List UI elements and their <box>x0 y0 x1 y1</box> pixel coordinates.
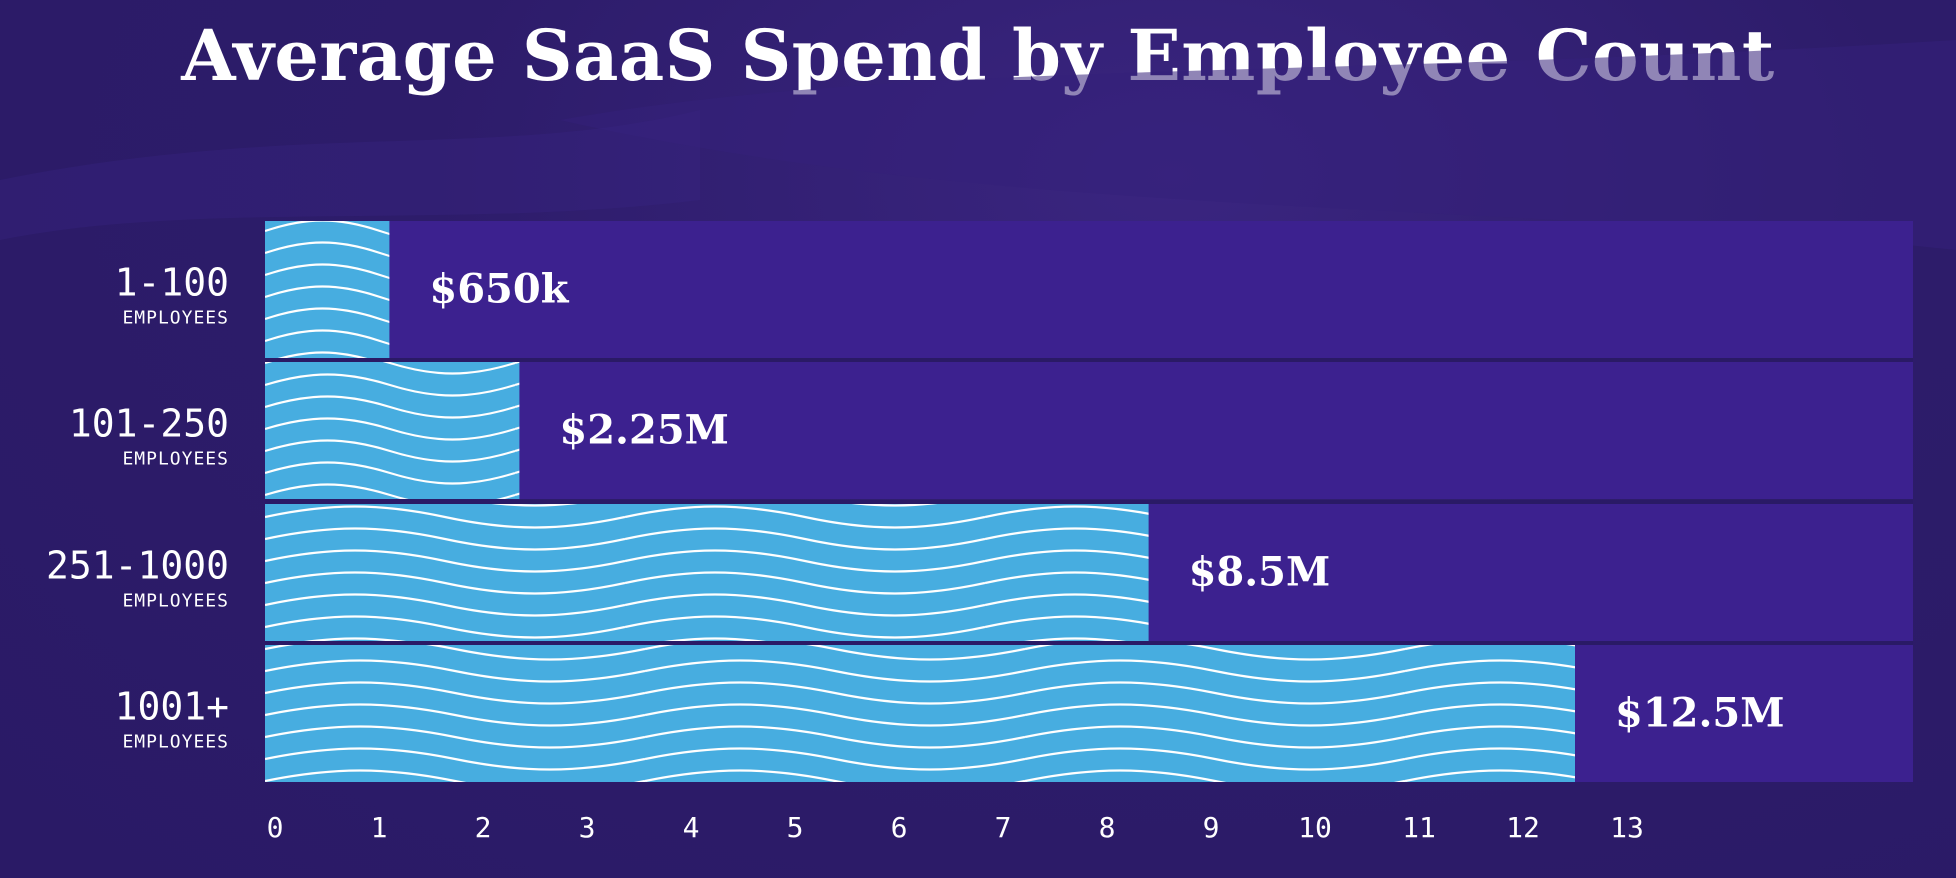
bar <box>265 645 1575 782</box>
category-unit-label: EMPLOYEES <box>122 591 229 612</box>
x-tick-label: 11 <box>1402 811 1436 844</box>
category-unit-label: EMPLOYEES <box>122 732 229 753</box>
value-labels: $650k $2.25M $8.5M $12.5M <box>429 266 1784 737</box>
value-label: $8.5M <box>1189 549 1331 596</box>
category-range-label: 251-1000 <box>46 544 229 588</box>
category-range-label: 1-100 <box>115 261 229 305</box>
background-swoosh <box>0 110 700 240</box>
bar <box>265 221 390 358</box>
x-tick-label: 12 <box>1506 811 1540 844</box>
x-tick-label: 13 <box>1610 811 1644 844</box>
x-tick-label: 5 <box>787 811 804 844</box>
x-tick-label: 10 <box>1298 811 1332 844</box>
x-tick-label: 0 <box>267 811 284 844</box>
x-tick-label: 7 <box>995 811 1012 844</box>
category-range-label: 1001+ <box>115 685 229 729</box>
bar <box>265 362 520 499</box>
bar-track <box>265 362 1913 499</box>
category-labels: 1-100 EMPLOYEES 101-250 EMPLOYEES 251-1000 EM… <box>46 261 229 753</box>
row-separator <box>265 358 1913 362</box>
x-axis-ticks: 0 1 2 3 4 5 6 7 8 9 10 11 12 13 <box>267 811 1644 844</box>
bar <box>265 504 1149 641</box>
background-shapes <box>0 40 1956 250</box>
x-tick-label: 6 <box>891 811 908 844</box>
x-tick-label: 3 <box>579 811 596 844</box>
x-tick-label: 4 <box>683 811 700 844</box>
row-separator <box>265 641 1913 645</box>
bars <box>265 221 1575 782</box>
x-tick-label: 2 <box>475 811 492 844</box>
x-tick-label: 9 <box>1203 811 1220 844</box>
bar-track <box>265 221 1913 358</box>
x-tick-label: 8 <box>1099 811 1116 844</box>
category-unit-label: EMPLOYEES <box>122 449 229 470</box>
category-range-label: 101-250 <box>69 402 229 446</box>
x-tick-label: 1 <box>371 811 388 844</box>
row-separator <box>265 500 1913 504</box>
category-unit-label: EMPLOYEES <box>122 308 229 329</box>
value-label: $650k <box>429 266 569 313</box>
value-label: $2.25M <box>559 407 729 454</box>
value-label: $12.5M <box>1615 690 1785 737</box>
background-swoosh <box>560 40 1956 250</box>
